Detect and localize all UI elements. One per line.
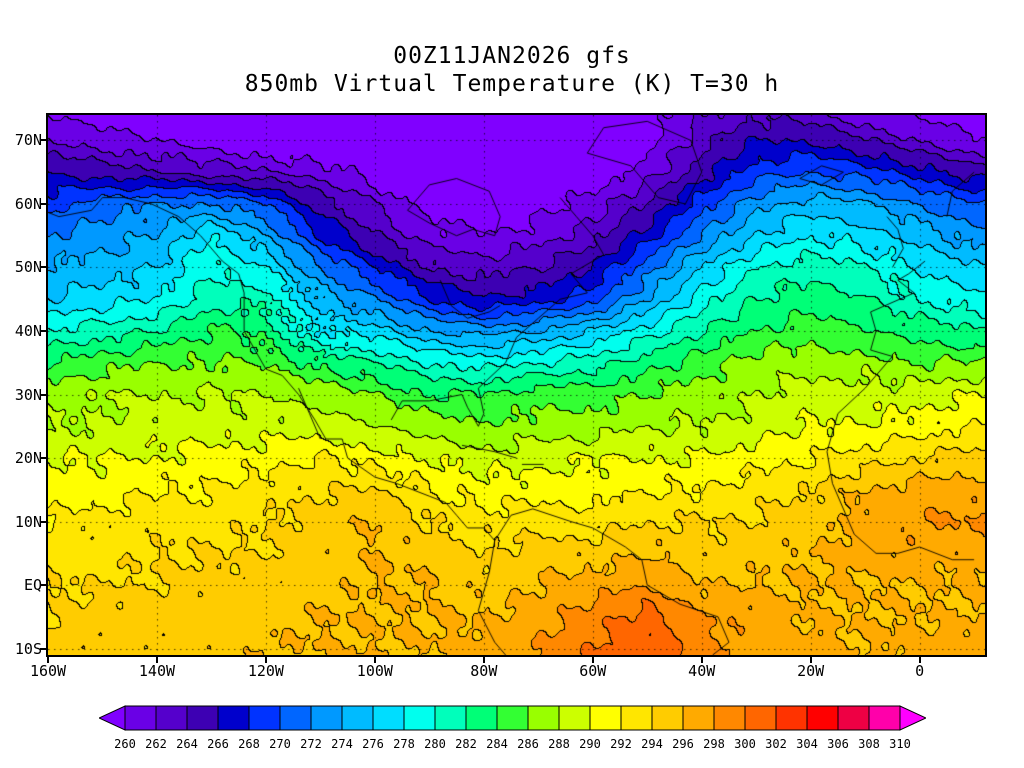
colorbar-label: 288: [548, 737, 570, 751]
lon-tick-label: 140W: [138, 662, 176, 680]
lat-tick-label: 70N: [14, 131, 42, 150]
lon-tick-label: 120W: [247, 662, 284, 680]
colorbar-segment: [868, 705, 901, 731]
colorbar-label: 276: [362, 737, 384, 751]
lat-tick-mark: [40, 393, 46, 396]
colorbar-label: 262: [145, 737, 167, 751]
colorbar-segment: [682, 705, 715, 731]
lat-tick-label: 10N: [14, 512, 42, 531]
colorbar-segment: [248, 705, 281, 731]
lon-tick-mark: [700, 657, 703, 663]
colorbar-label: 280: [424, 737, 446, 751]
colorbar-segment: [372, 705, 405, 731]
lon-tick-mark: [482, 657, 485, 663]
lon-tick-label: 60W: [579, 662, 607, 680]
colorbar-label: 310: [889, 737, 911, 751]
colorbar-label: 274: [331, 737, 353, 751]
lat-tick-mark: [40, 139, 46, 142]
lon-tick-mark: [373, 657, 376, 663]
lat-tick-mark: [40, 202, 46, 205]
colorbar-segment: [310, 705, 343, 731]
colorbar-label: 284: [486, 737, 508, 751]
lat-tick-label: EQ: [23, 576, 42, 595]
colorbar-segment: [434, 705, 467, 731]
colorbar-label: 290: [579, 737, 601, 751]
colorbar-label: 294: [641, 737, 663, 751]
colorbar-segment: [217, 705, 250, 731]
lat-tick-mark: [40, 266, 46, 269]
colorbar-label: 302: [765, 737, 787, 751]
lon-tick-label: 0: [915, 662, 925, 680]
colorbar-label: 266: [207, 737, 229, 751]
colorbar-segment: [744, 705, 777, 731]
lon-tick-mark: [264, 657, 267, 663]
colorbar-segment: [589, 705, 622, 731]
lat-tick-mark: [40, 584, 46, 587]
lat-tick-label: 50N: [14, 258, 42, 277]
lat-tick-label: 10S: [14, 639, 42, 658]
colorbar-label: 278: [393, 737, 415, 751]
colorbar-label: 304: [796, 737, 818, 751]
colorbar-segment: [341, 705, 374, 731]
colorbar-label: 300: [734, 737, 756, 751]
plot-title-field: 850mb Virtual Temperature (K) T=30 h: [244, 71, 780, 97]
colorbar-segment: [527, 705, 560, 731]
lat-tick-mark: [40, 647, 46, 650]
colorbar-segment: [806, 705, 839, 731]
colorbar-segment: [403, 705, 436, 731]
lat-tick-label: 40N: [14, 322, 42, 340]
colorbar-label: 270: [269, 737, 291, 751]
map-frame: [46, 113, 987, 657]
colorbar-arrow-right: [899, 705, 926, 731]
colorbar-label: 296: [672, 737, 694, 751]
colorbar-arrow-left: [99, 705, 126, 731]
lat-tick-label: 60N: [14, 194, 42, 213]
colorbar-segment: [124, 705, 157, 731]
colorbar-label: 260: [114, 737, 136, 751]
plot-titles: 00Z11JAN2026 gfs 850mb Virtual Temperatu…: [0, 42, 1024, 98]
lon-tick-label: 160W: [29, 662, 67, 680]
lon-tick-mark: [47, 657, 49, 663]
colorbar: 260 262 264 266 268 270 272 274 276 278 280 282 284 2…: [99, 705, 926, 751]
colorbar-segment: [713, 705, 746, 731]
lat-tick-mark: [40, 330, 46, 332]
colorbar-label: 272: [300, 737, 322, 751]
colorbar-segment: [279, 705, 312, 731]
colorbar-label: 306: [827, 737, 849, 751]
colorbar-segment: [651, 705, 684, 731]
colorbar-label: 308: [858, 737, 880, 751]
colorbar-segment: [775, 705, 808, 731]
colorbar-segment: [155, 705, 188, 731]
lat-tick-mark: [40, 520, 46, 523]
lat-tick-label: 30N: [14, 385, 42, 404]
plot-title-run: 00Z11JAN2026 gfs: [393, 43, 631, 69]
lon-tick-mark: [809, 657, 812, 663]
lat-tick-mark: [40, 457, 46, 460]
lon-tick-label: 40W: [688, 662, 716, 680]
colorbar-segment: [620, 705, 653, 731]
colorbar-label: 298: [703, 737, 725, 751]
temperature-contour-map: [48, 115, 985, 655]
colorbar-label: 292: [610, 737, 632, 751]
colorbar-label: 282: [455, 737, 477, 751]
colorbar-label: 286: [517, 737, 539, 751]
colorbar-segment: [465, 705, 498, 731]
lon-tick-mark: [918, 657, 921, 663]
colorbar-segment: [186, 705, 219, 731]
lon-tick-label: 100W: [356, 662, 393, 680]
lon-tick-label: 80W: [470, 662, 498, 680]
colorbar-segment: [496, 705, 529, 731]
colorbar-segment: [837, 705, 870, 731]
colorbar-label: 264: [176, 737, 198, 751]
colorbar-label: 268: [238, 737, 260, 751]
lon-tick-mark: [591, 657, 594, 663]
colorbar-segment: [558, 705, 591, 731]
lon-tick-mark: [155, 657, 158, 663]
lat-tick-label: 20N: [14, 449, 42, 468]
lon-tick-label: 20W: [797, 662, 825, 680]
